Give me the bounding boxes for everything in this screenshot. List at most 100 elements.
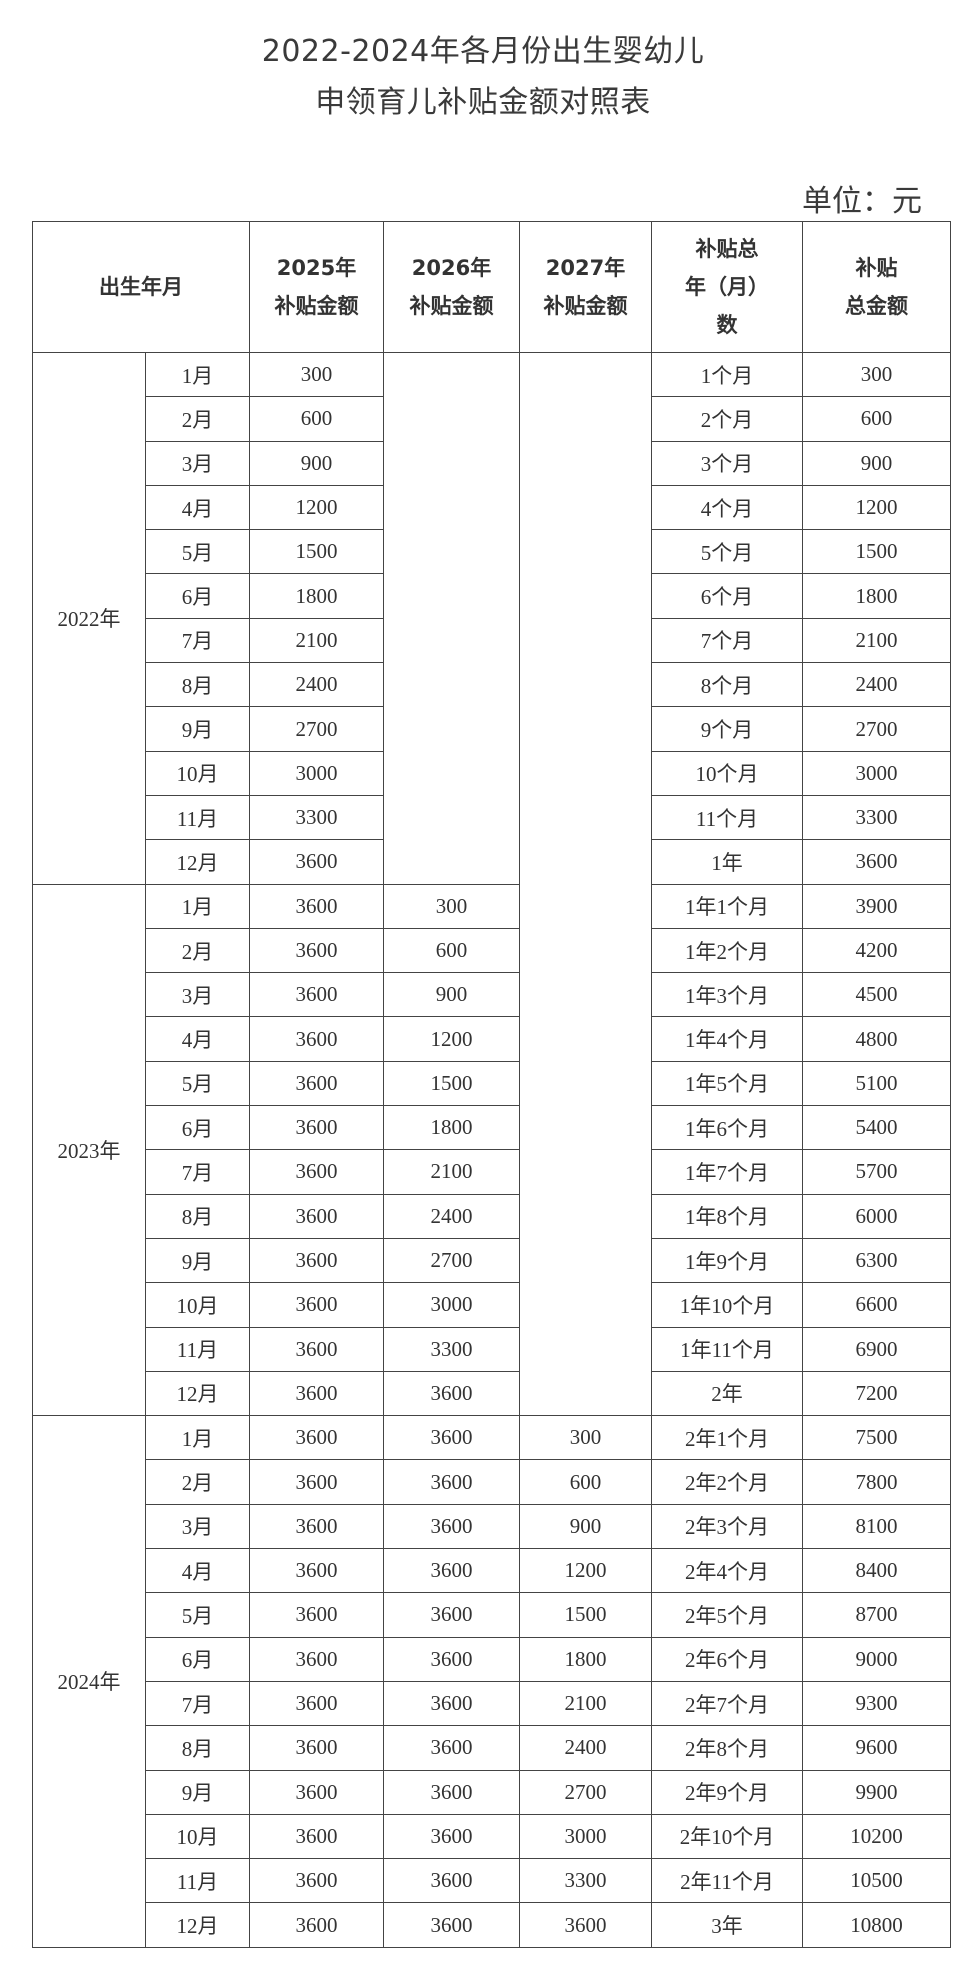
amount-2027-cell: 3000: [519, 1813, 652, 1860]
total-amount-cell: 7200: [802, 1370, 951, 1417]
month-cell: 4月: [145, 484, 250, 531]
blank-2026-cell: [383, 352, 520, 885]
month-cell: 4月: [145, 1548, 250, 1594]
total-amount-cell: 2100: [802, 617, 951, 664]
month-cell: 2月: [145, 927, 250, 974]
total-amount-cell: 900: [802, 440, 951, 486]
header-2026-label: 补贴金额: [409, 294, 494, 318]
amount-2025-cell: 3600: [249, 1858, 384, 1904]
duration-cell: 2年7个月: [651, 1680, 803, 1727]
total-amount-cell: 4800: [802, 1016, 951, 1062]
header-duration-1: 补贴总: [695, 237, 759, 261]
amount-2025-cell: 900: [249, 440, 384, 486]
amount-2025-cell: 3600: [249, 1326, 384, 1372]
amount-2025-cell: 600: [249, 396, 384, 442]
duration-cell: 2年1个月: [651, 1415, 803, 1461]
duration-cell: 2年9个月: [651, 1769, 803, 1815]
header-total-2: 总金额: [845, 294, 908, 318]
month-cell: 9月: [145, 1769, 250, 1815]
table-row: 6月 1800 6个月 1800: [33, 573, 951, 619]
amount-2025-cell: 3600: [249, 1503, 384, 1550]
amount-2026-cell: 3600: [383, 1813, 520, 1860]
header-duration-3: 数: [716, 313, 738, 337]
amount-2025-cell: 1500: [249, 529, 384, 575]
table-row: 11月 3600 3300 1年11个月 6900: [33, 1326, 951, 1372]
duration-cell: 1年5个月: [651, 1060, 803, 1107]
header-total-1: 补贴: [855, 256, 898, 280]
month-cell: 8月: [145, 1725, 250, 1771]
amount-2025-cell: 3600: [249, 1902, 384, 1948]
table-row: 7月 3600 3600 2100 2年7个月 9300: [33, 1680, 951, 1727]
amount-2025-cell: 3600: [249, 1769, 384, 1815]
duration-cell: 1个月: [651, 351, 803, 398]
total-amount-cell: 5700: [802, 1149, 951, 1195]
amount-2025-cell: 300: [249, 351, 384, 398]
amount-2025-cell: 1200: [249, 484, 384, 531]
table-row: 8月 2400 8个月 2400: [33, 662, 951, 708]
amount-2026-cell: 3600: [383, 1370, 520, 1417]
duration-cell: 2年4个月: [651, 1548, 803, 1594]
duration-cell: 2年: [651, 1370, 803, 1417]
table-row: 5月 1500 5个月 1500: [33, 529, 951, 575]
table-row: 2022年 1月 300 1个月 300: [32, 351, 951, 1417]
table-row: 6月 3600 3600 1800 2年6个月 9000: [33, 1636, 951, 1682]
table-row: 7月 3600 2100 1年7个月 5700: [33, 1149, 951, 1195]
table-row: 3月 3600 900 1年3个月 4500: [33, 972, 951, 1018]
amount-2025-cell: 3600: [249, 1415, 384, 1461]
total-amount-cell: 9000: [802, 1636, 951, 1682]
table-row: 2023年 1月 3600 300 1年1个月 3900: [32, 883, 951, 1417]
header-birth: 出生年月: [32, 221, 250, 353]
header-2026: 2026年 补贴金额: [383, 221, 520, 353]
amount-2025-cell: 3600: [249, 1370, 384, 1417]
amount-2027-cell: 900: [519, 1503, 652, 1550]
month-cell: 6月: [145, 1105, 250, 1151]
duration-cell: 1年8个月: [651, 1193, 803, 1239]
year-cell: 2024年: [32, 1415, 146, 1948]
month-cell: 4月: [145, 1016, 250, 1062]
amount-2026-cell: 3600: [383, 1769, 520, 1815]
amount-2026-cell: 900: [383, 972, 520, 1018]
amount-2026-cell: 3600: [383, 1548, 520, 1594]
month-cell: 12月: [145, 1902, 250, 1948]
total-amount-cell: 6300: [802, 1237, 951, 1284]
duration-cell: 2年3个月: [651, 1503, 803, 1550]
amount-2026-cell: 2400: [383, 1193, 520, 1239]
amount-2025-cell: 3600: [249, 927, 384, 974]
total-amount-cell: 3000: [802, 750, 951, 796]
amount-2027-cell: 1800: [519, 1636, 652, 1682]
month-cell: 6月: [145, 573, 250, 619]
amount-2025-cell: 3600: [249, 1060, 384, 1107]
month-cell: 12月: [145, 839, 250, 885]
month-cell: 3月: [145, 440, 250, 486]
duration-cell: 11个月: [651, 794, 803, 841]
amount-2027-cell: 300: [519, 1415, 652, 1461]
month-cell: 5月: [145, 529, 250, 575]
month-cell: 6月: [145, 1636, 250, 1682]
total-amount-cell: 3300: [802, 794, 951, 841]
total-amount-cell: 6000: [802, 1193, 951, 1239]
table-row: 12月 3600 3600 2年 7200: [33, 1370, 951, 1417]
table-row: 4月 3600 1200 1年4个月 4800: [33, 1016, 951, 1062]
amount-2026-cell: 3000: [383, 1282, 520, 1328]
subsidy-table: 出生年月 2025年 补贴金额 2026年 补贴金额 2027年 补贴金额 补贴总 年（…: [32, 221, 951, 1948]
duration-cell: 1年2个月: [651, 927, 803, 974]
month-cell: 1月: [145, 883, 250, 929]
amount-2026-cell: 3600: [383, 1503, 520, 1550]
month-cell: 11月: [145, 1858, 250, 1904]
duration-cell: 1年11个月: [651, 1326, 803, 1372]
total-amount-cell: 7800: [802, 1459, 951, 1505]
amount-2027-cell: 2400: [519, 1725, 652, 1771]
table-row: 9月 3600 3600 2700 2年9个月 9900: [33, 1769, 951, 1815]
duration-cell: 2年11个月: [651, 1858, 803, 1904]
month-cell: 1月: [145, 351, 250, 398]
duration-cell: 7个月: [651, 617, 803, 664]
blank-2027-cell: [519, 351, 652, 1417]
duration-cell: 2年10个月: [651, 1813, 803, 1860]
amount-2025-cell: 3600: [249, 1016, 384, 1062]
total-amount-cell: 8400: [802, 1548, 951, 1594]
duration-cell: 1年7个月: [651, 1149, 803, 1195]
total-amount-cell: 7500: [802, 1415, 951, 1461]
table-row: 10月 3000 10个月 3000: [33, 750, 951, 796]
header-row: 出生年月 2025年 补贴金额 2026年 补贴金额 2027年 补贴金额 补贴总 年（…: [32, 221, 951, 353]
total-amount-cell: 1200: [802, 484, 951, 531]
